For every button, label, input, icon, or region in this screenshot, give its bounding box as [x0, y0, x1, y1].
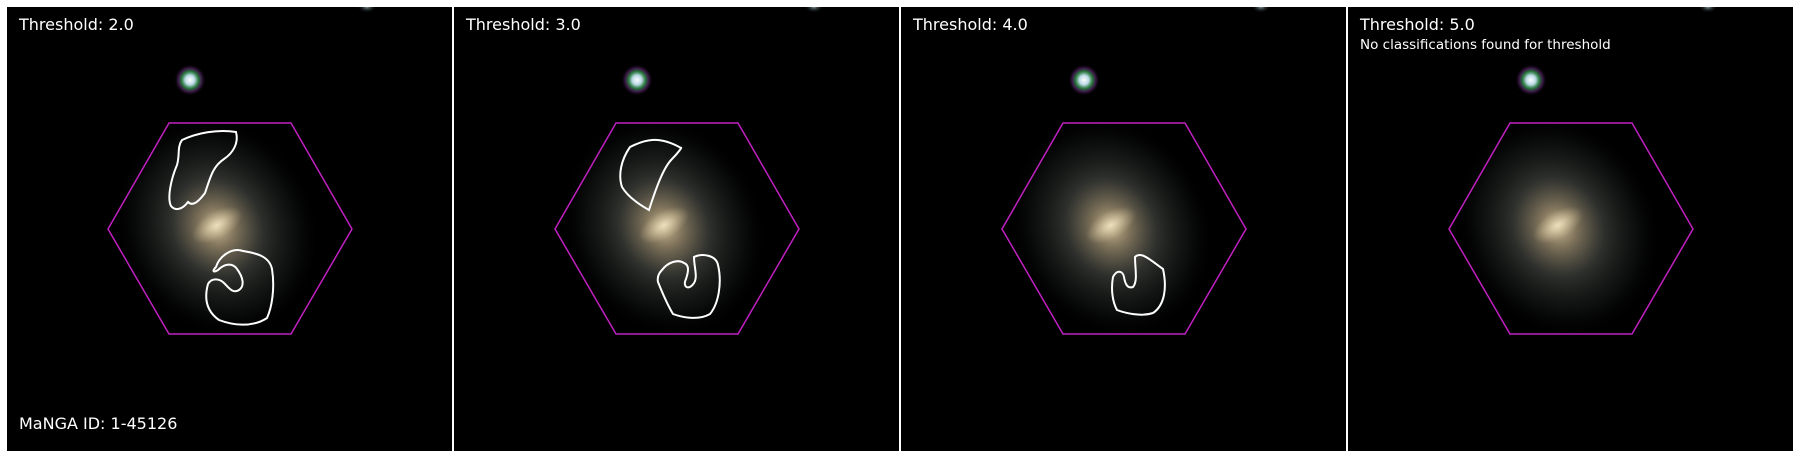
threshold-panel-1: Threshold: 2.0 MaNGA ID: 1-45126 [7, 7, 452, 451]
ifu-hexagon [107, 122, 353, 335]
foreground-star [1068, 64, 1100, 96]
classification-contour [1111, 253, 1166, 316]
threshold-panel-4: Threshold: 5.0 No classifications found … [1348, 7, 1793, 451]
foreground-star [621, 64, 653, 96]
panel-title: Threshold: 3.0 [466, 15, 581, 34]
manga-id-label: MaNGA ID: 1-45126 [19, 414, 178, 433]
galaxy-image [901, 7, 1346, 451]
ifu-hexagon [1448, 122, 1694, 335]
panel-title: Threshold: 5.0 [1360, 15, 1475, 34]
panel-title: Threshold: 4.0 [913, 15, 1028, 34]
foreground-star [174, 64, 206, 96]
panel-title: Threshold: 2.0 [19, 15, 134, 34]
galaxy-image [1348, 7, 1793, 451]
threshold-panel-3: Threshold: 4.0 [901, 7, 1346, 451]
galaxy-image [7, 7, 452, 451]
no-classifications-note: No classifications found for threshold [1360, 37, 1611, 53]
threshold-panel-2: Threshold: 3.0 [454, 7, 899, 451]
classification-contour [205, 249, 275, 326]
ifu-hexagon [554, 122, 800, 335]
foreground-star [1515, 64, 1547, 96]
classification-contour [656, 254, 721, 319]
ifu-hexagon [1001, 122, 1247, 335]
classification-contour [619, 139, 683, 212]
classification-contour [168, 130, 238, 211]
galaxy-image [454, 7, 899, 451]
